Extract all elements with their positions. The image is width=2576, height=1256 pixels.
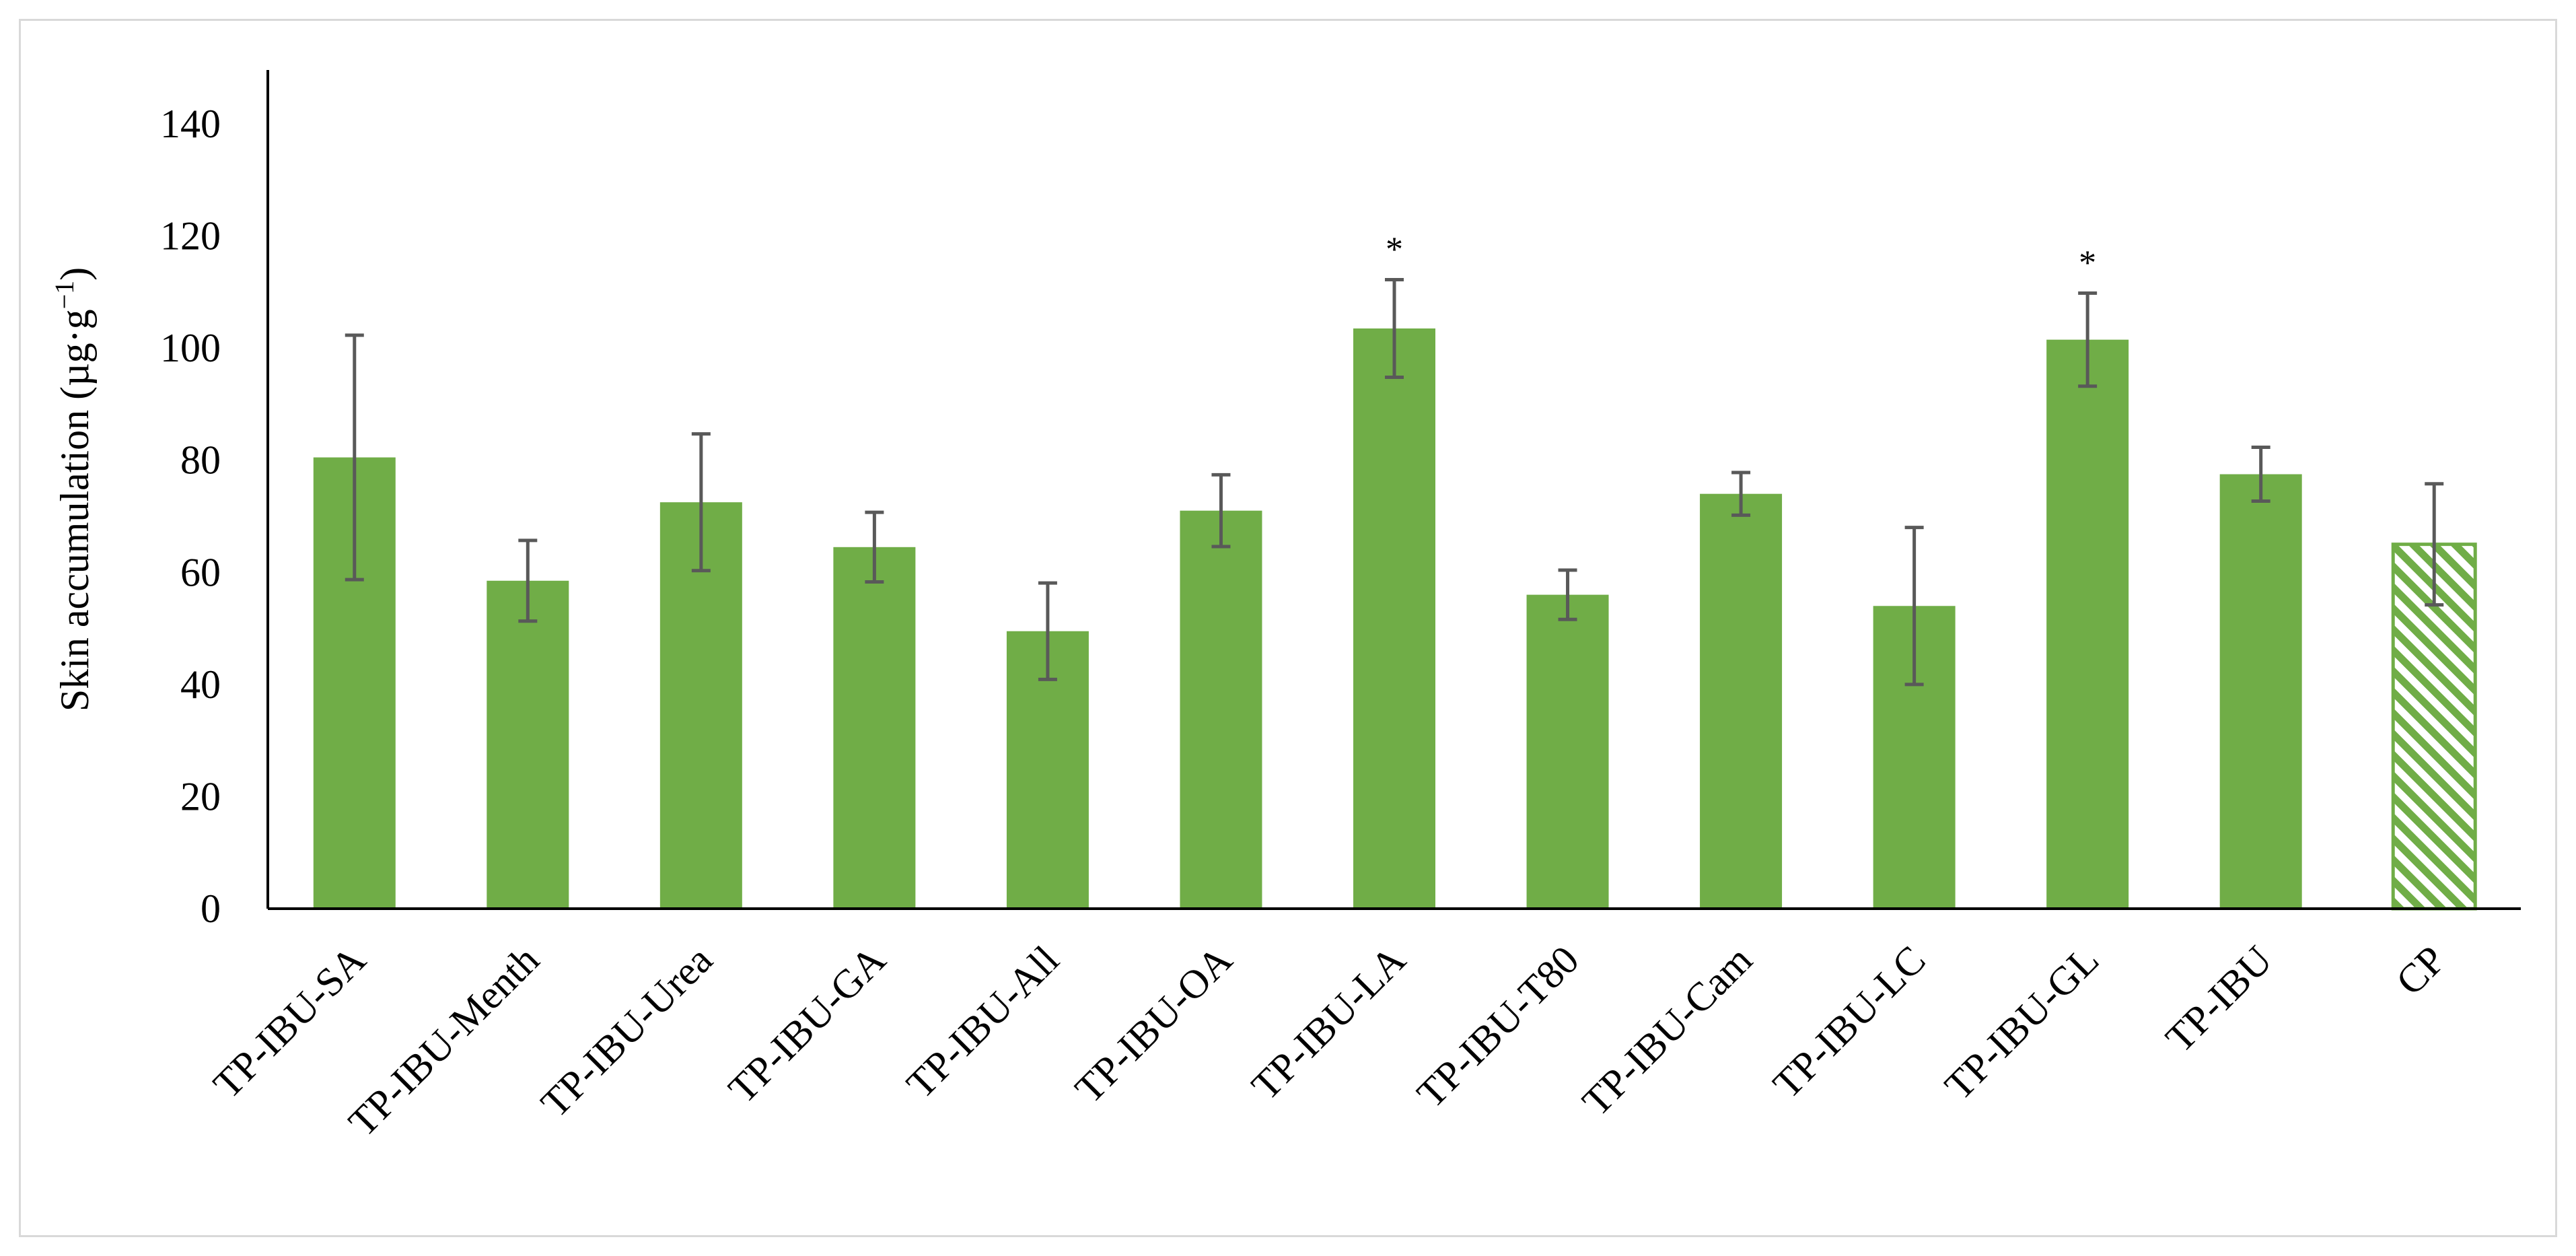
bar-tp-ibu-la bbox=[1353, 328, 1435, 909]
bar-tp-ibu-menth bbox=[487, 580, 569, 909]
y-tick-label: 140 bbox=[160, 102, 221, 146]
bar-tp-ibu-cam bbox=[1700, 493, 1783, 909]
significance-markers: * * bbox=[1386, 231, 2096, 283]
x-tick-label: TP-IBU-LA bbox=[1243, 938, 1414, 1109]
error-bar bbox=[518, 538, 538, 623]
error-bar bbox=[865, 510, 884, 584]
x-tick-label: TP-IBU-Cam bbox=[1574, 938, 1761, 1125]
chart-frame: Skin accumulation (µg·g−1) 0 20 40 60 80 100 1… bbox=[19, 19, 2557, 1237]
error-bar bbox=[2425, 482, 2444, 607]
error-bar bbox=[1558, 568, 1577, 621]
bars bbox=[313, 328, 2477, 911]
y-tick-label: 60 bbox=[180, 550, 221, 594]
y-tick-label: 20 bbox=[180, 774, 221, 818]
bar-tp-ibu-ga bbox=[833, 547, 916, 909]
error-bar bbox=[1211, 473, 1231, 549]
x-tick-label: TP-IBU-T80 bbox=[1408, 938, 1587, 1117]
y-tick-label: 120 bbox=[160, 214, 221, 258]
bar-tp-ibu bbox=[2219, 474, 2302, 909]
bar-chart: Skin accumulation (µg·g−1) 0 20 40 60 80 100 1… bbox=[49, 70, 2521, 1145]
y-tick-label: 100 bbox=[160, 326, 221, 370]
error-bar bbox=[691, 432, 711, 573]
significance-star: * bbox=[1386, 231, 1403, 269]
axes bbox=[266, 70, 2521, 910]
significance-star: * bbox=[2079, 244, 2096, 283]
bar-tp-ibu-gl bbox=[2046, 339, 2129, 909]
x-tick-label: TP-IBU-GL bbox=[1936, 938, 2107, 1109]
bar-tp-ibu-oa bbox=[1180, 510, 1262, 909]
x-tick-label: TP-IBU bbox=[2157, 938, 2281, 1061]
x-tick-label: CP bbox=[2388, 938, 2454, 1004]
x-tick-label: TP-IBU-GA bbox=[720, 938, 894, 1112]
y-tick-label: 0 bbox=[201, 886, 221, 931]
y-axis-label: Skin accumulation (µg·g−1) bbox=[49, 267, 97, 711]
bar-tp-ibu-t80 bbox=[1526, 594, 1609, 909]
error-bars bbox=[345, 278, 2444, 687]
error-bar bbox=[345, 333, 364, 582]
error-bar bbox=[2078, 291, 2098, 388]
x-tick-label: TP-IBU-OA bbox=[1067, 938, 1241, 1112]
y-axis-title: Skin accumulation (µg·g−1) bbox=[49, 267, 97, 711]
x-tick-label: TP-IBU-LC bbox=[1764, 938, 1934, 1107]
x-tick-label: TP-IBU-Urea bbox=[532, 938, 721, 1126]
y-tick-label: 40 bbox=[180, 662, 221, 707]
x-tick-label: TP-IBU-SA bbox=[205, 938, 374, 1107]
x-tick-label: TP-IBU-All bbox=[898, 938, 1067, 1107]
x-axis-labels: TP-IBU-SATP-IBU-MenthTP-IBU-UreaTP-IBU-G… bbox=[205, 938, 2454, 1145]
y-tick-label: 80 bbox=[180, 438, 221, 483]
error-bar bbox=[1038, 581, 1057, 681]
error-bar bbox=[1904, 526, 1924, 687]
y-axis-ticks: 0 20 40 60 80 100 120 140 bbox=[160, 102, 221, 931]
error-bar bbox=[1731, 470, 1751, 517]
error-bar bbox=[2251, 446, 2270, 503]
error-bar bbox=[1385, 278, 1404, 379]
